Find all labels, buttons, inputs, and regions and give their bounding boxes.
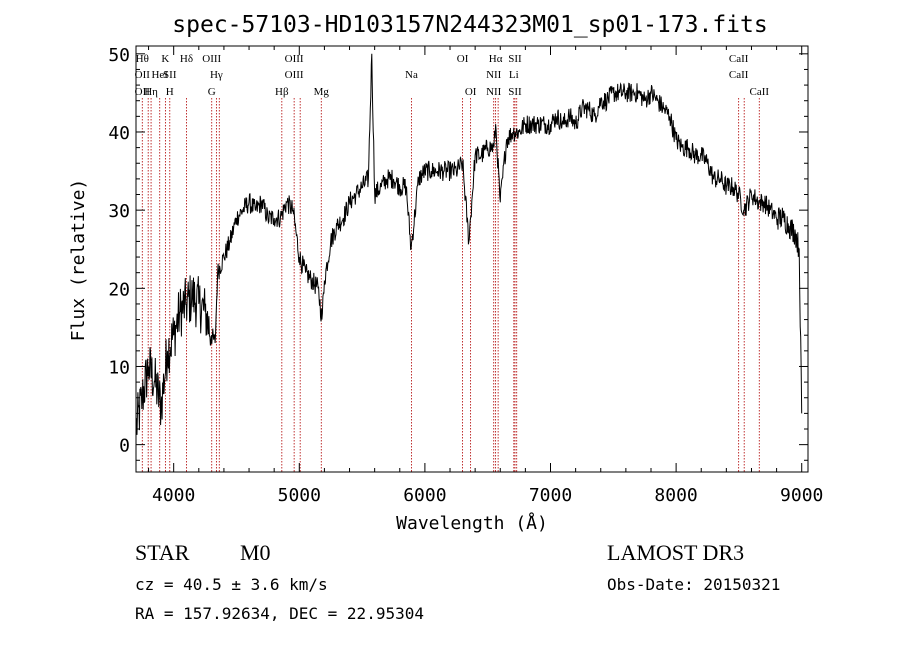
x-tick-label: 6000 — [403, 485, 446, 506]
redshift-cz: cz = 40.5 ± 3.6 km/s — [135, 575, 328, 594]
line-label: OIII — [202, 53, 221, 65]
x-tick-label: 7000 — [529, 485, 572, 506]
line-label: NII — [486, 86, 502, 98]
spectrum-line — [135, 53, 803, 435]
line-markers — [141, 98, 760, 472]
line-label: Hη — [144, 86, 158, 98]
observation-date: Obs-Date: 20150321 — [607, 575, 780, 594]
line-label: Hα — [489, 53, 503, 65]
line-label: Li — [509, 69, 519, 81]
line-label: Hγ — [210, 69, 223, 81]
line-label: SII — [508, 86, 522, 98]
line-label: G — [208, 86, 216, 98]
x-tick-label: 9000 — [780, 485, 823, 506]
y-tick-label: 40 — [108, 123, 130, 144]
line-label: H — [166, 86, 174, 98]
line-label: Hβ — [275, 86, 289, 98]
line-label: Na — [405, 69, 418, 81]
y-tick-label: 30 — [108, 201, 130, 222]
chart-title: spec-57103-HD103157N244323M01_sp01-173.f… — [172, 12, 767, 38]
line-label: OIII — [285, 69, 304, 81]
line-label: Mg — [314, 86, 330, 98]
x-axis-ticks: 4000 5000 6000 7000 8000 9000 — [148, 46, 823, 506]
line-label: K — [161, 53, 169, 65]
y-tick-label: 50 — [108, 45, 130, 66]
line-label: Hθ — [136, 53, 149, 65]
line-label: Hδ — [180, 53, 193, 65]
line-label: OIII — [285, 53, 304, 65]
line-label: OII — [135, 69, 151, 81]
line-label: CaII — [749, 86, 769, 98]
y-tick-label: 0 — [119, 436, 130, 457]
line-label: CaII — [729, 69, 749, 81]
x-tick-label: 5000 — [278, 485, 321, 506]
y-axis-ticks: 0 10 20 30 40 50 — [108, 45, 808, 461]
x-axis-label: Wavelength (Å) — [396, 512, 548, 534]
line-label: CaII — [729, 53, 749, 65]
x-tick-label: 8000 — [654, 485, 697, 506]
plot-frame — [135, 45, 809, 473]
y-axis-label: Flux (relative) — [68, 179, 89, 342]
line-label: HeI — [151, 69, 168, 81]
survey-name: LAMOST DR3 — [607, 540, 744, 565]
x-tick-label: 4000 — [152, 485, 195, 506]
line-label: OII — [135, 86, 151, 98]
line-label: NII — [486, 69, 502, 81]
y-tick-label: 20 — [108, 279, 130, 300]
line-label: SII — [163, 69, 177, 81]
line-label: OI — [465, 86, 477, 98]
object-subclass: M0 — [240, 540, 271, 565]
line-label: OI — [457, 53, 469, 65]
info-panel: STAR M0 LAMOST DR3 cz = 40.5 ± 3.6 km/s … — [135, 540, 780, 623]
coordinates: RA = 157.92634, DEC = 22.95304 — [135, 604, 424, 623]
y-tick-label: 10 — [108, 357, 130, 378]
object-class: STAR — [135, 540, 190, 565]
line-label: SII — [508, 53, 522, 65]
